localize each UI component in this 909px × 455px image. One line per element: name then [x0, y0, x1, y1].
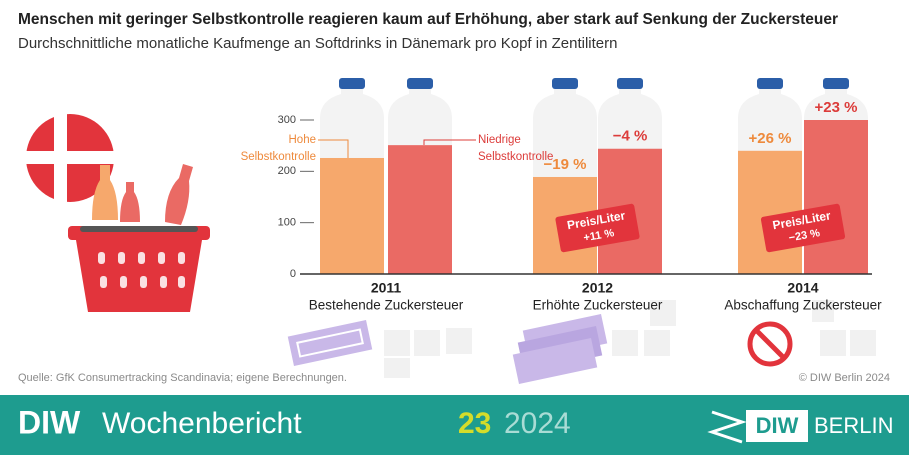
legend-leader [423, 139, 476, 145]
bottle-cap [407, 78, 433, 89]
bottle-cap [823, 78, 849, 89]
decoration-sugar [384, 300, 876, 378]
footer-publication: Wochenbericht [102, 407, 302, 440]
chart-title: Menschen mit geringer Selbstkontrolle re… [18, 11, 838, 28]
y-tick-label: 100 [278, 217, 296, 229]
chart-subtitle: Durchschnittliche monatliche Kaufmenge a… [18, 35, 617, 52]
category-note: Bestehende Zuckersteuer [309, 298, 464, 313]
price-tag-change: −23 % [788, 227, 821, 244]
bottle-cap [617, 78, 643, 89]
price-tag-bg [555, 203, 640, 253]
footer-year: 2024 [504, 407, 571, 440]
category-note: Erhöhte Zuckersteuer [533, 298, 663, 313]
y-tick-label: 300 [278, 114, 296, 126]
bar [804, 120, 868, 274]
y-tick-label: 0 [290, 268, 296, 280]
change-label: −4 % [613, 128, 648, 145]
bottle-cap [757, 78, 783, 89]
decoration-money [287, 314, 608, 384]
bar [320, 157, 384, 274]
price-tag-change: +11 % [583, 227, 616, 244]
bottle-cap [552, 78, 578, 89]
decoration-prohibition [747, 321, 793, 367]
change-label: −19 % [544, 156, 587, 173]
bar [388, 145, 452, 274]
footer-logo: DIW BERLIN [707, 410, 893, 444]
change-label: +26 % [749, 130, 792, 147]
decoration-basket [68, 164, 210, 312]
legend-label: Niedrige Selbstkontrolle [478, 134, 553, 163]
y-tick-label: 200 [278, 165, 296, 177]
x-tick-label: 2014 [787, 280, 818, 296]
x-tick-label: 2011 [371, 280, 402, 296]
footer-brand: DIW [18, 404, 81, 440]
price-tag-bg [760, 203, 846, 253]
footer-logo-city: BERLIN [814, 413, 893, 438]
change-label: +23 % [815, 99, 858, 116]
price-tag: Preis/Liter+11 % [555, 203, 640, 253]
category-note: Abschaffung Zuckersteuer [724, 298, 882, 313]
x-tick-label: 2012 [582, 280, 613, 296]
decoration-flag [26, 114, 114, 202]
copyright: © DIW Berlin 2024 [799, 372, 890, 384]
price-tag: Preis/Liter−23 % [760, 203, 846, 253]
legend-label: Hohe Selbstkontrolle [241, 134, 316, 163]
bottle-cap [339, 78, 365, 89]
legend-leader [318, 139, 349, 158]
footer-logo-short: DIW [756, 413, 799, 438]
source: Quelle: GfK Consumertracking Scandinavia… [18, 372, 347, 384]
footer-issue: 23 [458, 407, 491, 440]
